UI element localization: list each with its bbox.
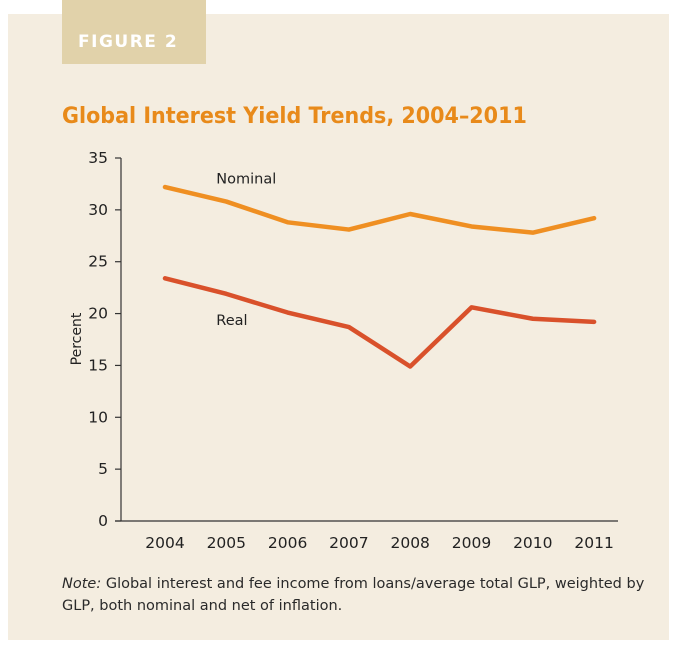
x-tick-label: 2005 (207, 534, 246, 552)
chart-note: Note: Global interest and fee income fro… (62, 573, 662, 617)
x-tick-label: 2006 (268, 534, 307, 552)
y-tick-label: 25 (88, 253, 108, 271)
note-prefix: Note: (62, 576, 102, 592)
series-label-nominal: Nominal (216, 172, 276, 188)
x-tick-label: 2007 (329, 534, 368, 552)
chart-title: Global Interest Yield Trends, 2004–2011 (62, 104, 527, 129)
y-tick-label: 5 (98, 460, 108, 478)
y-tick-label: 30 (88, 201, 108, 219)
y-tick-label: 15 (88, 356, 108, 374)
x-tick-label: 2010 (513, 534, 552, 552)
figure-panel (8, 14, 669, 640)
y-tick-label: 10 (88, 408, 108, 426)
series-line-nominal (162, 184, 597, 235)
y-tick-label: 35 (88, 149, 108, 167)
series-label-real: Real (216, 313, 247, 329)
x-tick-label: 2004 (145, 534, 184, 552)
note-text: Global interest and fee income from loan… (62, 576, 645, 614)
y-axis-label: Percent (69, 312, 85, 365)
x-tick-label: 2011 (574, 534, 613, 552)
y-axis: 0 5 10 15 20 25 30 35 (88, 149, 122, 530)
x-tick-label: 2008 (390, 534, 429, 552)
y-tick-label: 0 (98, 512, 108, 530)
y-tick-label: 20 (88, 305, 108, 323)
x-tick-label: 2009 (452, 534, 491, 552)
figure-label: FIGURE 2 (62, 0, 206, 64)
series-line-real (162, 276, 597, 369)
x-axis: 2004 2005 2006 2007 2008 2009 2010 2011 (115, 520, 618, 552)
